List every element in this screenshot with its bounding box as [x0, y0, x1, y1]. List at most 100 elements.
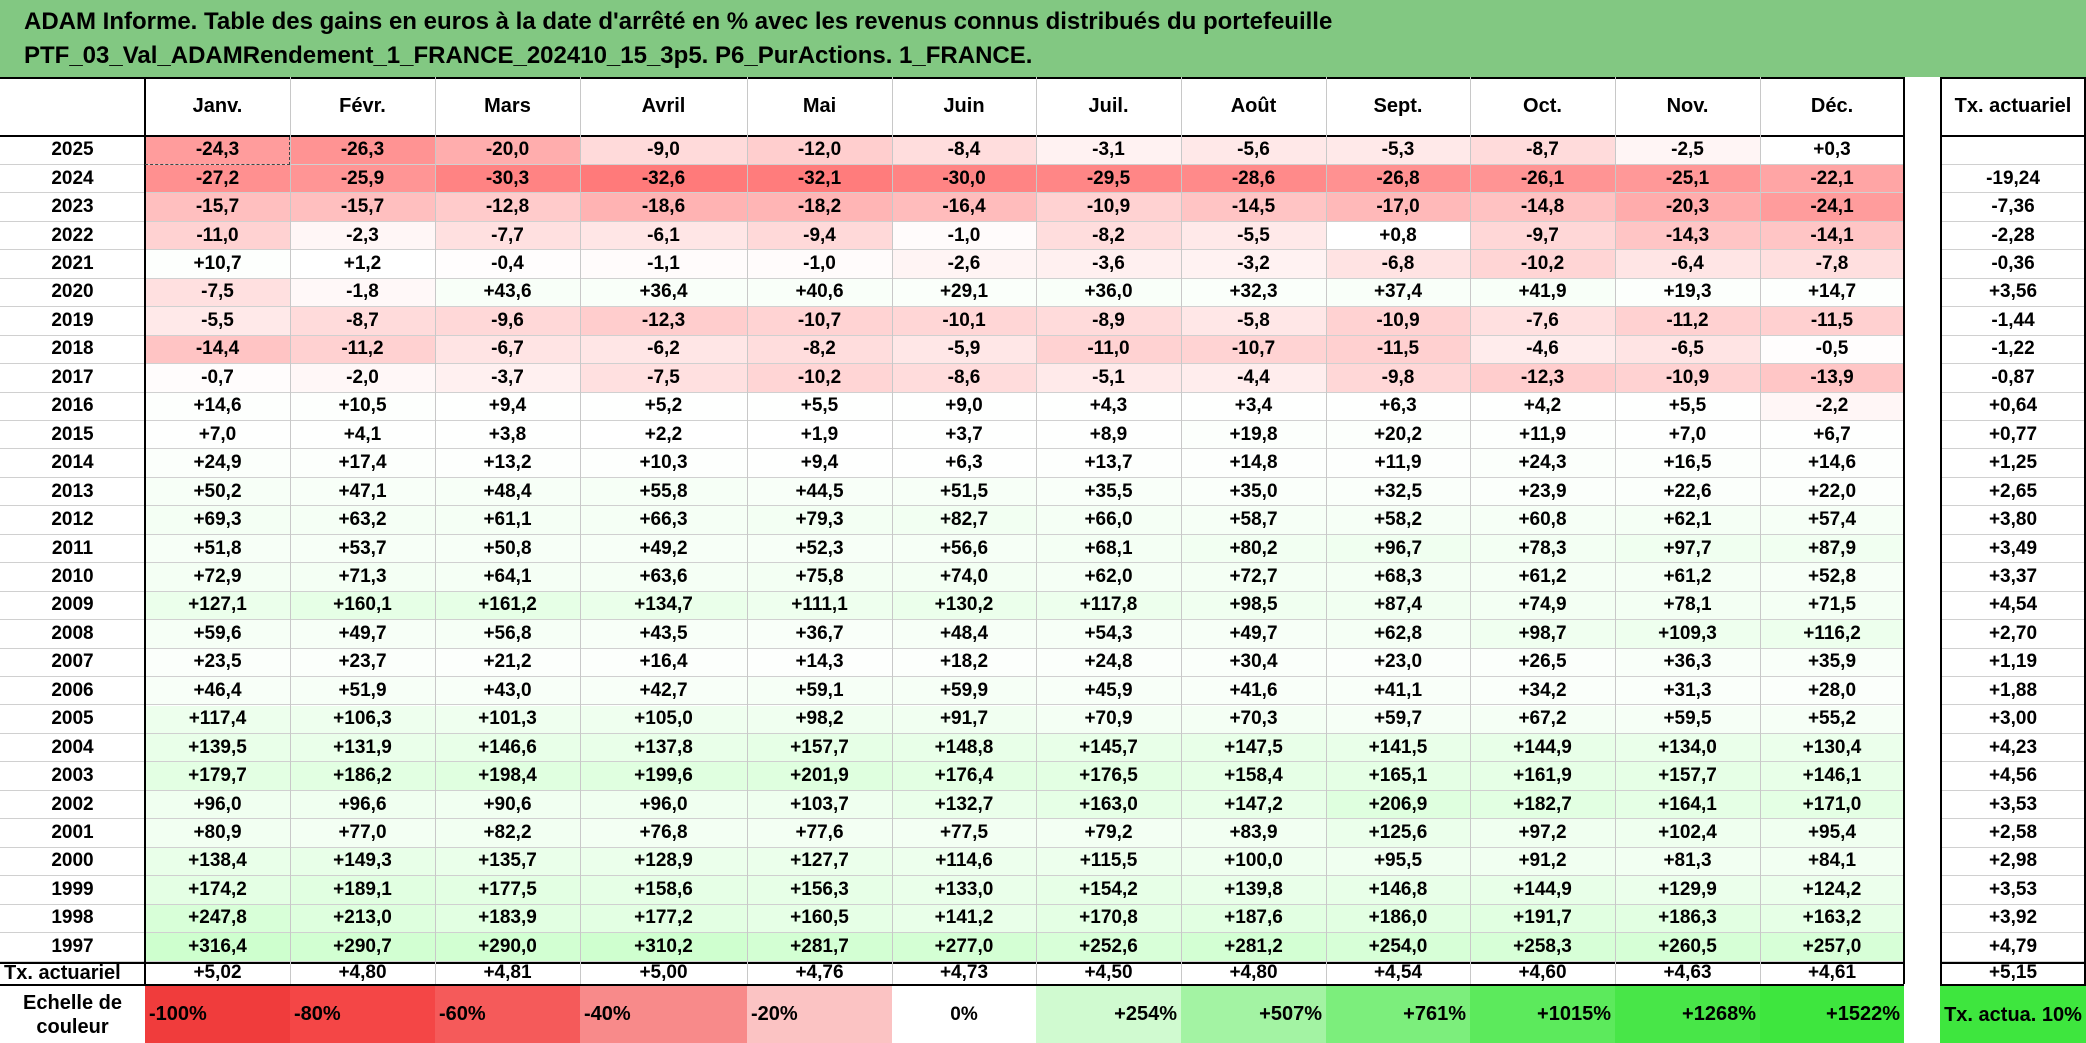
- year-label: 2010: [0, 563, 145, 592]
- gain-cell: +135,7: [435, 847, 580, 877]
- gain-cell: +161,9: [1470, 762, 1615, 791]
- gain-cell: -6,8: [1326, 250, 1470, 279]
- gain-cell: +14,6: [1760, 449, 1904, 478]
- gain-cell: +77,6: [747, 819, 892, 848]
- tx-footer-bottom-border: [1940, 984, 2086, 986]
- gain-cell: +84,1: [1760, 847, 1904, 877]
- color-scale-swatch: 0%: [892, 986, 1036, 1043]
- gain-cell: +58,2: [1326, 506, 1470, 535]
- gain-cell: -14,5: [1181, 193, 1326, 222]
- gain-cell: -10,9: [1036, 193, 1181, 222]
- gain-cell: +61,2: [1615, 563, 1760, 592]
- year-label: 2022: [0, 222, 145, 251]
- gain-cell: +7,0: [1615, 421, 1760, 450]
- gain-cell: -6,1: [580, 221, 747, 251]
- gain-cell: +96,7: [1326, 534, 1470, 564]
- gain-cell: +247,8: [145, 904, 290, 934]
- gain-cell: -32,6: [580, 164, 747, 194]
- gain-cell: -10,7: [747, 307, 892, 336]
- tx-actuariel-cell: +2,65: [1940, 478, 2086, 507]
- gain-cell: +310,2: [580, 933, 747, 962]
- column-divider: [747, 77, 748, 984]
- tx-actuariel-cell: -0,36: [1940, 250, 2086, 279]
- gain-cell: -2,0: [290, 364, 435, 393]
- gain-cell: -11,2: [290, 335, 435, 365]
- gain-cell: +87,9: [1760, 534, 1904, 564]
- gain-cell: +62,0: [1036, 563, 1181, 592]
- gain-cell: -3,6: [1036, 250, 1181, 279]
- month-block-right-border: [1903, 77, 1905, 984]
- gain-cell: -4,6: [1470, 335, 1615, 365]
- gain-cell: +147,2: [1181, 790, 1326, 820]
- gain-cell: +59,6: [145, 620, 290, 649]
- gain-cell: -20,0: [435, 136, 580, 165]
- gain-cell: +67,2: [1470, 705, 1615, 734]
- body-bottom-border: [0, 961, 1904, 964]
- gain-cell: +91,2: [1470, 847, 1615, 877]
- tx-actuariel-cell: +3,80: [1940, 506, 2086, 535]
- gain-cell: -14,8: [1470, 193, 1615, 222]
- table-top-border: [0, 77, 1904, 79]
- gain-cell: +252,6: [1036, 933, 1181, 962]
- gain-cell: +71,5: [1760, 591, 1904, 621]
- gain-cell: +186,0: [1326, 904, 1470, 934]
- gain-cell: -24,3: [145, 136, 290, 165]
- gain-cell: +22,6: [1615, 477, 1760, 507]
- gain-cell: +141,5: [1326, 733, 1470, 763]
- gain-cell: +24,3: [1470, 449, 1615, 478]
- tx-actuariel-cell: +3,49: [1940, 535, 2086, 564]
- month-header: Nov.: [1666, 95, 1709, 117]
- gain-cell: -22,1: [1760, 164, 1904, 194]
- gain-cell: +3,7: [892, 421, 1036, 450]
- gain-cell: +177,2: [580, 904, 747, 934]
- gain-cell: -7,6: [1470, 307, 1615, 336]
- gain-cell: -1,0: [747, 250, 892, 279]
- color-scale-swatch: +507%: [1181, 986, 1326, 1043]
- gain-cell: -6,7: [435, 335, 580, 365]
- gain-cell: +156,3: [747, 876, 892, 905]
- color-scale-swatch: -20%: [747, 986, 892, 1043]
- tx-actuariel-cell: +1,19: [1940, 649, 2086, 678]
- gain-cell: +18,2: [892, 648, 1036, 678]
- gain-cell: +48,4: [435, 477, 580, 507]
- gain-cell: +20,2: [1326, 421, 1470, 450]
- color-scale-swatch: -40%: [580, 986, 747, 1043]
- gain-cell: -5,5: [1181, 221, 1326, 251]
- gain-cell: +186,3: [1615, 904, 1760, 934]
- gain-cell: -15,7: [145, 193, 290, 222]
- gain-cell: -6,4: [1615, 250, 1760, 279]
- tx-actuariel-cell: -1,22: [1940, 336, 2086, 365]
- gain-cell: -7,7: [435, 221, 580, 251]
- gain-cell: +4,3: [1036, 392, 1181, 421]
- gain-cell: +281,7: [747, 933, 892, 962]
- color-scale-swatch: -100%: [145, 986, 290, 1043]
- column-divider: [892, 77, 893, 984]
- year-label: 2023: [0, 193, 145, 222]
- month-header: Juil.: [1088, 95, 1129, 117]
- gain-cell: +35,0: [1181, 477, 1326, 507]
- footer-tx-cell: +4,81: [483, 962, 532, 984]
- gain-cell: -14,1: [1760, 221, 1904, 251]
- gain-cell: -8,6: [892, 364, 1036, 393]
- gain-cell: +157,7: [747, 733, 892, 763]
- tx-actuariel-cell: -19,24: [1940, 165, 2086, 194]
- gain-cell: +137,8: [580, 733, 747, 763]
- gain-cell: -30,3: [435, 164, 580, 194]
- gain-cell: +290,0: [435, 933, 580, 962]
- tx-actuariel-cell: +4,54: [1940, 592, 2086, 621]
- gain-cell: +19,3: [1615, 278, 1760, 308]
- gain-cell: +49,7: [1181, 620, 1326, 649]
- gain-cell: +98,5: [1181, 591, 1326, 621]
- gain-cell: -12,0: [747, 136, 892, 165]
- gain-cell: -2,5: [1615, 136, 1760, 165]
- gain-cell: +82,2: [435, 819, 580, 848]
- gain-cell: +132,7: [892, 790, 1036, 820]
- gain-cell: -18,2: [747, 193, 892, 222]
- tx-actuariel-cell: -0,87: [1940, 364, 2086, 393]
- gain-cell: +260,5: [1615, 933, 1760, 962]
- gain-cell: -7,8: [1760, 250, 1904, 279]
- gain-cell: -2,6: [892, 250, 1036, 279]
- gain-cell: -32,1: [747, 164, 892, 194]
- tx-column-left-border: [1940, 77, 1942, 984]
